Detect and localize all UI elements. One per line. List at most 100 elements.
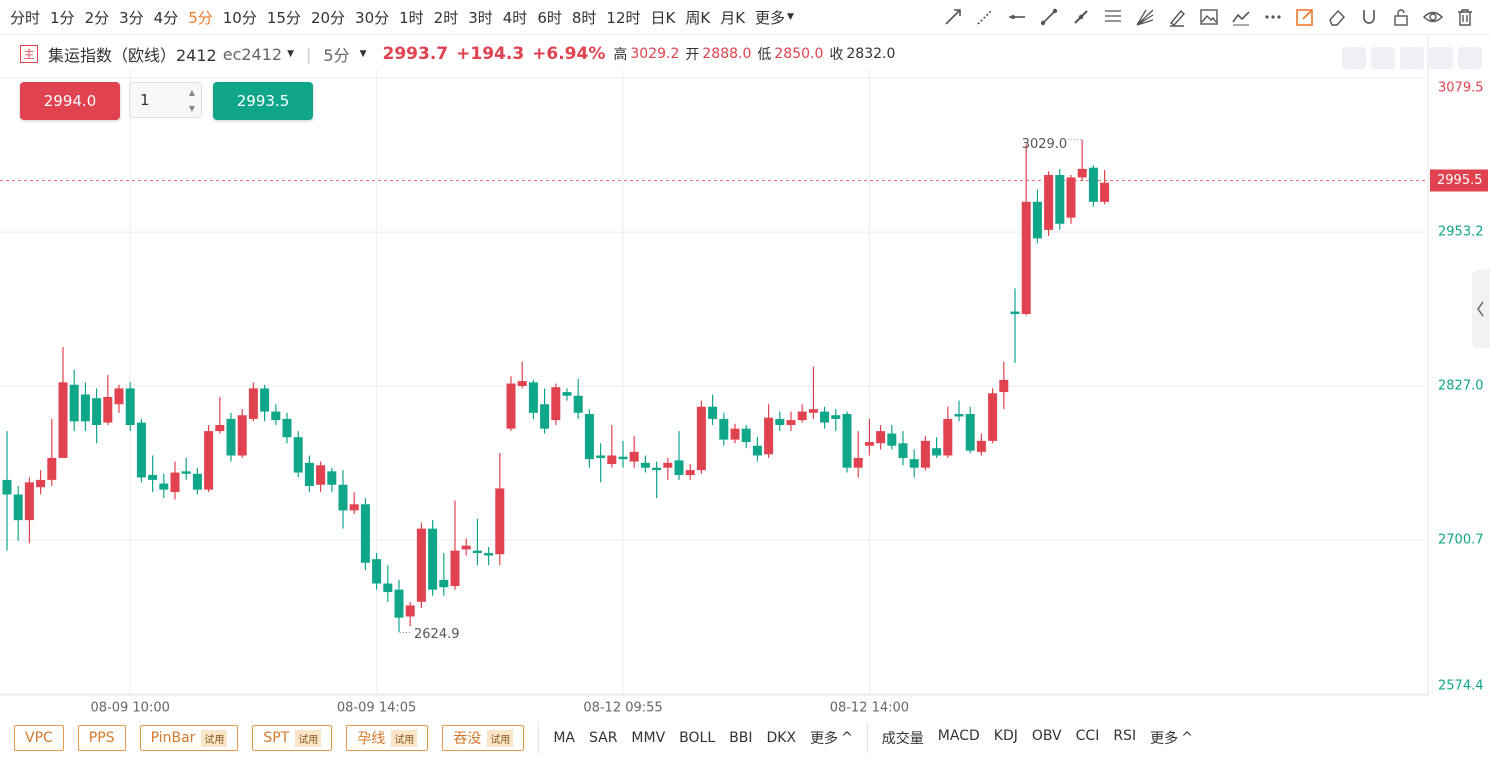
footer: VPC PPS PinBar 试用 SPT 试用 孕线 试用 吞没 试用 MA SAR MMV BOLL… <box>0 720 1193 756</box>
candle-body <box>640 462 650 468</box>
pattern-button[interactable]: VPC <box>14 725 64 751</box>
period-option[interactable]: 30分 <box>355 8 390 27</box>
period-option[interactable]: 20分 <box>310 8 346 27</box>
indicator[interactable]: CCI <box>1075 728 1100 744</box>
period-option[interactable]: 10分 <box>222 8 257 27</box>
btn-expand[interactable] <box>1429 47 1453 69</box>
tool-pen[interactable] <box>1166 6 1188 28</box>
period-option[interactable]: 周K <box>685 8 711 27</box>
candle-body <box>528 382 538 413</box>
indicator[interactable]: RSI <box>1113 728 1137 744</box>
candle-body <box>260 388 270 412</box>
tool-wave[interactable] <box>1230 6 1252 28</box>
tool-fib[interactable] <box>1102 6 1124 28</box>
candle-body <box>237 415 247 456</box>
pattern-button[interactable]: PinBar 试用 <box>139 725 239 751</box>
indicator[interactable]: BOLL <box>679 730 716 746</box>
x-tick-label: 08-12 09:55 <box>583 701 662 716</box>
period-option[interactable]: 分时 <box>10 8 41 27</box>
period-option[interactable]: 6时 <box>537 8 562 27</box>
indicator[interactable]: DKX <box>766 730 797 746</box>
tool-more[interactable] <box>1262 6 1284 28</box>
candle-body <box>405 605 415 617</box>
indicator[interactable]: MACD <box>937 728 980 744</box>
period-option[interactable]: 12时 <box>606 8 641 27</box>
low-annotation: 2624.9 <box>414 627 460 642</box>
quantity: 1 <box>140 91 150 109</box>
candle-body <box>853 457 863 468</box>
pattern-button[interactable]: 孕线 试用 <box>346 725 429 751</box>
indicator[interactable]: BBI <box>729 730 753 746</box>
candle-body <box>842 414 852 468</box>
candle-body <box>428 528 438 590</box>
side-collapse-tab[interactable] <box>1472 270 1490 348</box>
period-option[interactable]: 8时 <box>571 8 597 27</box>
indicator[interactable]: SAR <box>588 730 618 746</box>
indicator[interactable]: OBV <box>1031 728 1062 744</box>
tool-image[interactable] <box>1198 6 1220 28</box>
indicator[interactable]: KDJ <box>993 728 1018 744</box>
tool-hline[interactable] <box>1006 6 1028 28</box>
period-option[interactable]: 1时 <box>399 8 424 27</box>
candle-body <box>114 388 124 405</box>
tool-line[interactable] <box>1070 6 1092 28</box>
symbol-code[interactable]: ec2412 <box>222 44 283 64</box>
tool-lock[interactable] <box>1390 6 1412 28</box>
tool-magnet[interactable] <box>1358 6 1380 28</box>
candle-body <box>271 411 281 421</box>
candle-body <box>461 545 471 550</box>
period-list: 分时 1分 2分 3分 4分 5分 10分 15分 20分 30分 1时 2时 3时 4时 6时 8时 12时日… <box>0 7 745 28</box>
sell-button[interactable]: 2994.0 <box>20 82 120 120</box>
candle-body <box>562 392 572 396</box>
candle-body <box>696 406 706 471</box>
y-tick-label: 3079.5 <box>1438 81 1484 96</box>
period-option[interactable]: 4分 <box>153 8 179 27</box>
main-more[interactable]: 更多 <box>810 731 839 747</box>
tool-eye[interactable] <box>1422 6 1444 28</box>
sub-more[interactable]: 更多 <box>1150 731 1179 747</box>
period-option[interactable]: 日K <box>650 8 676 27</box>
candle-body <box>663 462 673 468</box>
pattern-button[interactable]: SPT 试用 <box>252 725 333 751</box>
candle-body <box>506 383 516 429</box>
candle-body <box>741 428 751 443</box>
pattern-button[interactable]: 吞没 试用 <box>442 725 525 751</box>
pattern-button[interactable]: PPS <box>77 725 126 751</box>
candle-body <box>540 404 550 429</box>
trial-badge: 试用 <box>391 729 418 747</box>
candle-body <box>136 422 146 478</box>
period-option[interactable]: 3分 <box>119 8 144 27</box>
period-option[interactable]: 4时 <box>502 8 528 27</box>
tool-arrow[interactable] <box>942 6 964 28</box>
period-option[interactable]: 1分 <box>50 8 75 27</box>
period-option[interactable]: 5分 <box>188 8 213 27</box>
more-periods[interactable]: 更多 <box>755 8 786 27</box>
candle-body <box>416 528 426 602</box>
period[interactable]: 5分 <box>323 46 350 65</box>
btn-close[interactable] <box>1458 47 1482 69</box>
tool-fan[interactable] <box>1134 6 1156 28</box>
tool-ray[interactable] <box>974 6 996 28</box>
tool-delete[interactable] <box>1454 6 1476 28</box>
indicator[interactable]: 成交量 <box>881 731 924 747</box>
btn-draw[interactable] <box>1371 47 1395 69</box>
indicator[interactable]: MA <box>553 730 575 746</box>
period-option[interactable]: 2分 <box>84 8 110 27</box>
indicator[interactable]: MMV <box>631 730 666 746</box>
quantity-input[interactable]: 1 ▲ ▼ <box>129 82 202 118</box>
btn-candle[interactable] <box>1400 47 1424 69</box>
spinner[interactable]: ▲ ▼ <box>188 88 195 113</box>
period-option[interactable]: 月K <box>720 8 746 27</box>
close-label: 收 <box>829 47 844 63</box>
tool-eraser[interactable] <box>1326 6 1348 28</box>
btn-indicator[interactable] <box>1342 47 1366 69</box>
period-option[interactable]: 3时 <box>468 8 493 27</box>
candle-body <box>1032 201 1042 239</box>
x-tick-label: 08-09 14:05 <box>337 701 416 716</box>
period-option[interactable]: 15分 <box>266 8 301 27</box>
buy-button[interactable]: 2993.5 <box>213 82 313 120</box>
period-option[interactable]: 2时 <box>433 8 459 27</box>
tool-segment[interactable] <box>1038 6 1060 28</box>
tool-edit[interactable] <box>1294 6 1316 28</box>
candle-body <box>965 414 975 451</box>
